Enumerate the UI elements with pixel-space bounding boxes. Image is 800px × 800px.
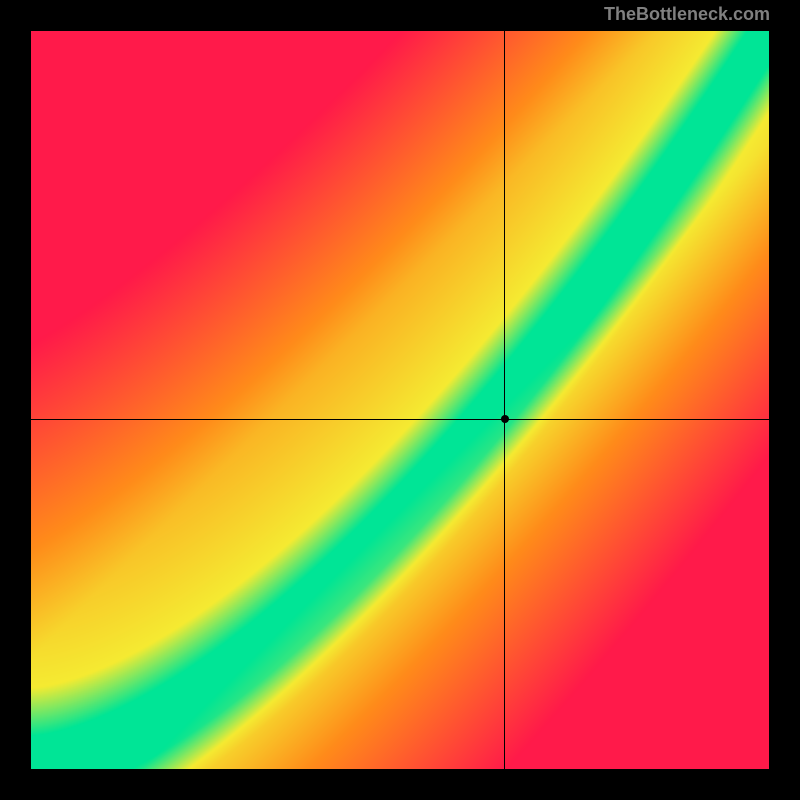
crosshair-horizontal — [31, 419, 769, 420]
heatmap-canvas — [31, 31, 769, 769]
watermark-text: TheBottleneck.com — [604, 4, 770, 25]
crosshair-marker — [501, 415, 509, 423]
crosshair-vertical — [504, 31, 505, 769]
heatmap-plot — [31, 31, 769, 769]
chart-container: TheBottleneck.com — [0, 0, 800, 800]
